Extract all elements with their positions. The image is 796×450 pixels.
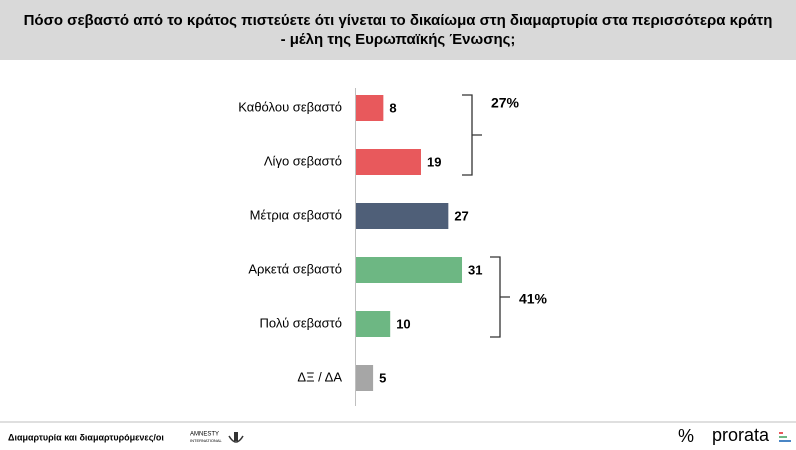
amnesty-candle [228,432,244,443]
bar [356,95,384,121]
category-label: Πολύ σεβαστό [260,315,342,330]
bracket-label: 41% [519,291,548,307]
percent-icon: % [678,426,694,446]
bar [356,149,421,175]
chart-title: Πόσο σεβαστό από το κράτος πιστεύετε ότι… [23,12,773,48]
value-label: 19 [427,154,441,169]
category-label: Αρκετά σεβαστό [248,261,342,276]
bracket [462,94,482,176]
logo-text: INTERNATIONAL [190,438,222,443]
value-label: 8 [389,100,396,115]
value-label: 31 [468,262,482,277]
title-box: Πόσο σεβαστό από το κράτος πιστεύετε ότι… [23,12,773,48]
category-label: ΔΞ / ΔΑ [297,369,342,384]
bar [356,365,374,391]
category-label: Μέτρια σεβαστό [250,207,342,222]
bar [356,311,391,337]
bracket [490,256,510,338]
bar [356,203,449,229]
value-label: 5 [379,370,386,385]
bar [356,257,463,283]
brand-bars [779,432,791,442]
category-label: Λίγο σεβαστό [264,153,342,168]
bracket-label: 27% [491,95,520,111]
footer-text: Διαμαρτυρία και διαμαρτυρόμενες/οι [8,432,164,442]
value-label: 27 [454,208,468,223]
category-label: Καθόλου σεβαστό [238,99,342,114]
logo-text: AMNESTY [190,432,219,438]
header-band [0,0,796,60]
brand-text: prorata [712,425,770,445]
value-label: 10 [396,316,410,331]
